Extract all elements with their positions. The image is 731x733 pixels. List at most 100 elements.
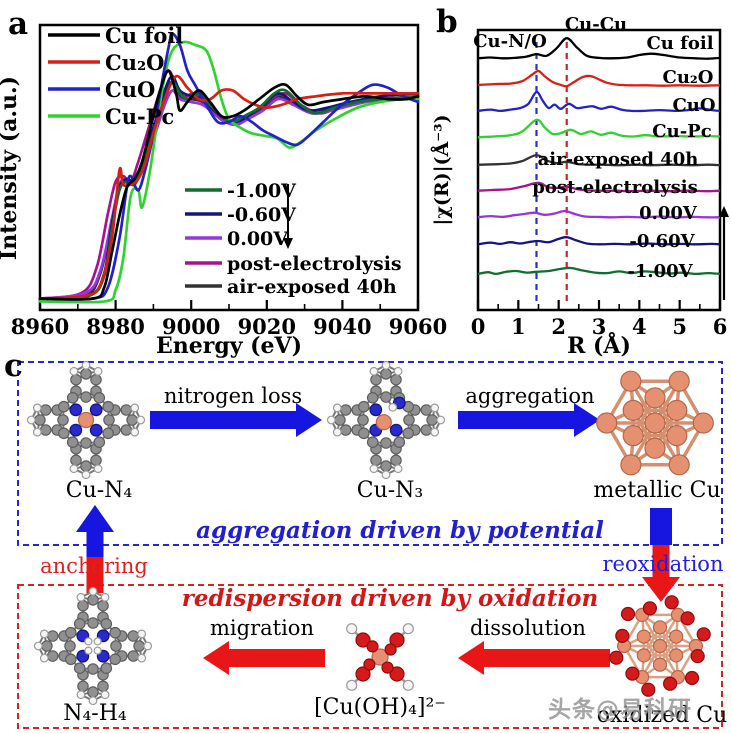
aggregation-label: aggregation [465,384,594,408]
h-atom [93,646,102,655]
h-atom [93,464,103,474]
panel-b-exafs-chart: 0 1 2 3 4 5 6 Cu foil Cu₂O CuO Cu-Pc air-exposed 40… [430,4,729,359]
c-atom [390,373,402,386]
cu-atom [669,648,684,663]
h-atom [88,586,98,596]
h-atom [76,690,86,700]
c-atom [46,650,59,662]
o-atom [642,601,657,616]
curve-label-air-exposed-40h: air-exposed 40h [538,149,699,170]
n4-h4-molecule [33,586,153,706]
c-atom [420,424,433,436]
stack-order-arrowhead [719,206,729,217]
potential-order-arrowhead [283,238,293,249]
tick-r-6: 6 [713,314,728,339]
migration-arrow [203,641,325,675]
c-atom [73,617,86,630]
curve-cu-foil [477,37,721,60]
oxidized-cu-cluster [609,595,711,697]
cu-atom [692,412,714,434]
h-atom [393,464,403,474]
c-atom [380,368,392,380]
h-atom [137,629,147,639]
c-atom [57,400,70,413]
cu-atom [371,648,389,666]
h-atom [32,403,42,413]
c-atom [39,424,52,436]
c-atom [426,414,438,426]
panel-b-curves [477,37,721,276]
c-atom [93,436,106,448]
cu-atom [666,399,688,421]
c-atom [80,368,92,380]
tick-8960: 8960 [11,314,69,339]
dissolution-arrow [458,641,610,675]
n4-h4-label: N₄-H₄ [63,701,127,726]
h-atom [436,415,446,425]
h-atom [93,637,102,646]
c-atom [100,617,113,630]
c-atom [403,414,415,426]
cu-n-o-annotation: Cu-N/O [473,31,547,52]
h-atom [93,366,103,376]
c-atom [120,424,133,436]
c-atom [103,414,115,426]
c-atom [66,391,79,404]
h-atom [39,653,49,663]
c-atom [87,663,99,675]
cu-n4-label: Cu-N₄ [66,478,133,503]
n-atom [69,423,83,437]
cu-atom [644,412,666,434]
legend-label-cuo: CuO [105,77,155,102]
tick-r-4: 4 [632,314,647,339]
h-atom [136,415,146,425]
o-atom [625,666,640,681]
panel-a-curves [38,32,420,304]
o-atom [641,682,656,697]
cu-oh4-complex [346,623,414,691]
o-atom [663,676,678,691]
panel-a-xanes-chart: 8960 8980 9000 9020 9040 9060 Cu foilCu₂OCuOCu… [0,6,447,359]
o-atom [690,649,705,664]
c-atom [127,630,140,642]
reoxidation-arrow-blue-body [650,508,672,545]
h-atom [76,592,86,602]
c-atom [90,373,102,386]
panel-b-ylabel: |χ(R)|(Å⁻³) [430,114,453,225]
c-atom [390,454,402,467]
n-atom [89,423,103,437]
panel-c-letter: c [4,348,23,384]
c-atom [70,373,82,386]
h-atom [130,427,140,437]
redispersion-box [17,584,723,729]
h-atom [381,360,391,370]
legend-label-cu-pc: Cu-Pc [105,104,174,129]
cu-atom [652,638,668,654]
anchoring-arrowhead [76,505,114,532]
c-atom [70,454,82,467]
cu-n3-label: Cu-N₃ [357,478,424,503]
nitrogen-loss-arrow [150,403,322,437]
h-atom [100,592,110,602]
metallic-cu-label: metallic Cu [593,478,720,503]
tick-9040: 9040 [313,314,371,339]
c-atom [120,404,133,416]
o-atom [389,632,405,648]
cu-atom [669,629,684,644]
curve-label-1-00v: -1.00V [627,261,693,282]
tick-r-3: 3 [592,314,607,339]
panel-b-dynamic: 0 1 2 3 4 5 6 Cu foil Cu₂O CuO Cu-Pc air-exposed 40… [471,28,729,339]
h-atom [84,646,93,655]
c-atom [39,404,52,416]
h-atom [81,360,91,370]
c-atom [357,414,369,426]
h-atom [388,402,398,412]
o-atom [389,666,405,682]
c-atom [46,630,59,642]
reoxidation-arrow-red-body [652,545,670,578]
panel-b-letter: b [436,4,458,40]
h-atom [393,366,403,376]
c-atom [57,427,70,440]
c-atom [370,454,382,467]
